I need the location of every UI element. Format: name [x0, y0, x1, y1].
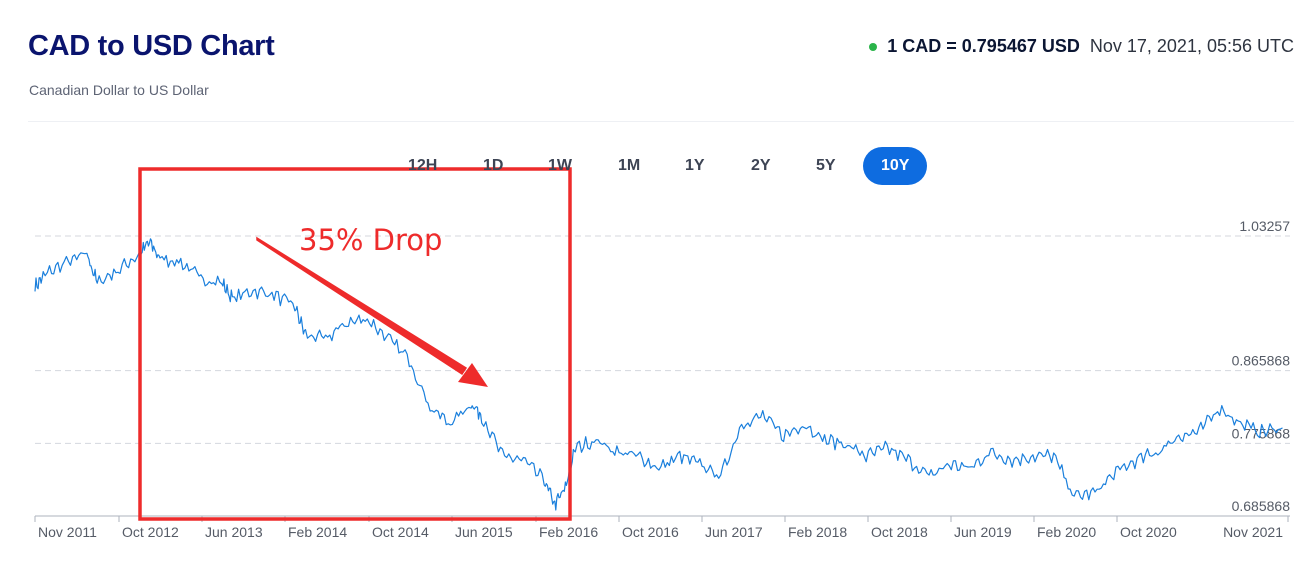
header-divider: [28, 121, 1294, 122]
x-tick-label: Feb 2018: [788, 524, 847, 540]
y-tick-label: 1.03257: [1239, 218, 1290, 234]
tab-1w[interactable]: 1W: [548, 157, 572, 174]
tab-1m[interactable]: 1M: [618, 157, 641, 174]
y-gridlines: [35, 235, 1290, 517]
y-tick-label: 0.775868: [1232, 425, 1291, 441]
rate-timestamp: Nov 17, 2021, 05:56 UTC: [1089, 36, 1294, 56]
annotation-layer: 35% Drop: [138, 167, 572, 521]
tab-1y[interactable]: 1Y: [685, 157, 705, 174]
page-subtitle: Canadian Dollar to US Dollar: [29, 82, 209, 98]
y-tick-label: 0.865868: [1232, 353, 1291, 369]
page-title: CAD to USD Chart: [28, 30, 275, 62]
annotation-arrowhead: [458, 363, 488, 387]
x-tick-label: Jun 2019: [954, 524, 1012, 540]
x-tick-label: Oct 2018: [871, 524, 928, 540]
y-tick-labels: 1.03257 0.865868 0.775868 0.685868: [1232, 218, 1291, 514]
x-tick-label: Oct 2020: [1120, 524, 1177, 540]
series-layer: [34, 238, 1283, 511]
x-tick-label: Oct 2014: [372, 524, 429, 540]
x-tick-label: Feb 2016: [539, 524, 598, 540]
x-axis: Nov 2011 Oct 2012 Jun 2013 Feb 2014 Oct 2014…: [34, 516, 1289, 540]
series-line: [34, 238, 1283, 511]
x-tick-label: Feb 2014: [288, 524, 347, 540]
annotation-text: 35% Drop: [299, 223, 442, 257]
y-tick-label: 0.685868: [1232, 498, 1291, 514]
annotation-box: [138, 167, 572, 521]
tab-5y[interactable]: 5Y: [816, 157, 836, 174]
x-tick-label: Feb 2020: [1037, 524, 1096, 540]
x-tick-label: Nov 2021: [1223, 524, 1283, 540]
annotation-arrow: [256, 236, 468, 376]
tab-10y[interactable]: 10Y: [863, 147, 928, 185]
x-tick-label: Jun 2015: [455, 524, 513, 540]
x-tick-label: Oct 2016: [622, 524, 679, 540]
current-rate-panel: 1 CAD = 0.795467 USD Nov 17, 2021, 05:56…: [869, 36, 1294, 57]
tab-2y[interactable]: 2Y: [751, 157, 771, 174]
x-tick-label: Nov 2011: [38, 524, 97, 540]
tab-12h[interactable]: 12H: [408, 157, 438, 174]
x-tick-label: Oct 2012: [122, 524, 179, 540]
x-tick-label: Jun 2013: [205, 524, 263, 540]
current-rate: 1 CAD = 0.795467 USD: [887, 36, 1080, 56]
tab-1d[interactable]: 1D: [483, 157, 504, 174]
live-status-dot: [869, 42, 878, 51]
x-tick-label: Jun 2017: [705, 524, 763, 540]
